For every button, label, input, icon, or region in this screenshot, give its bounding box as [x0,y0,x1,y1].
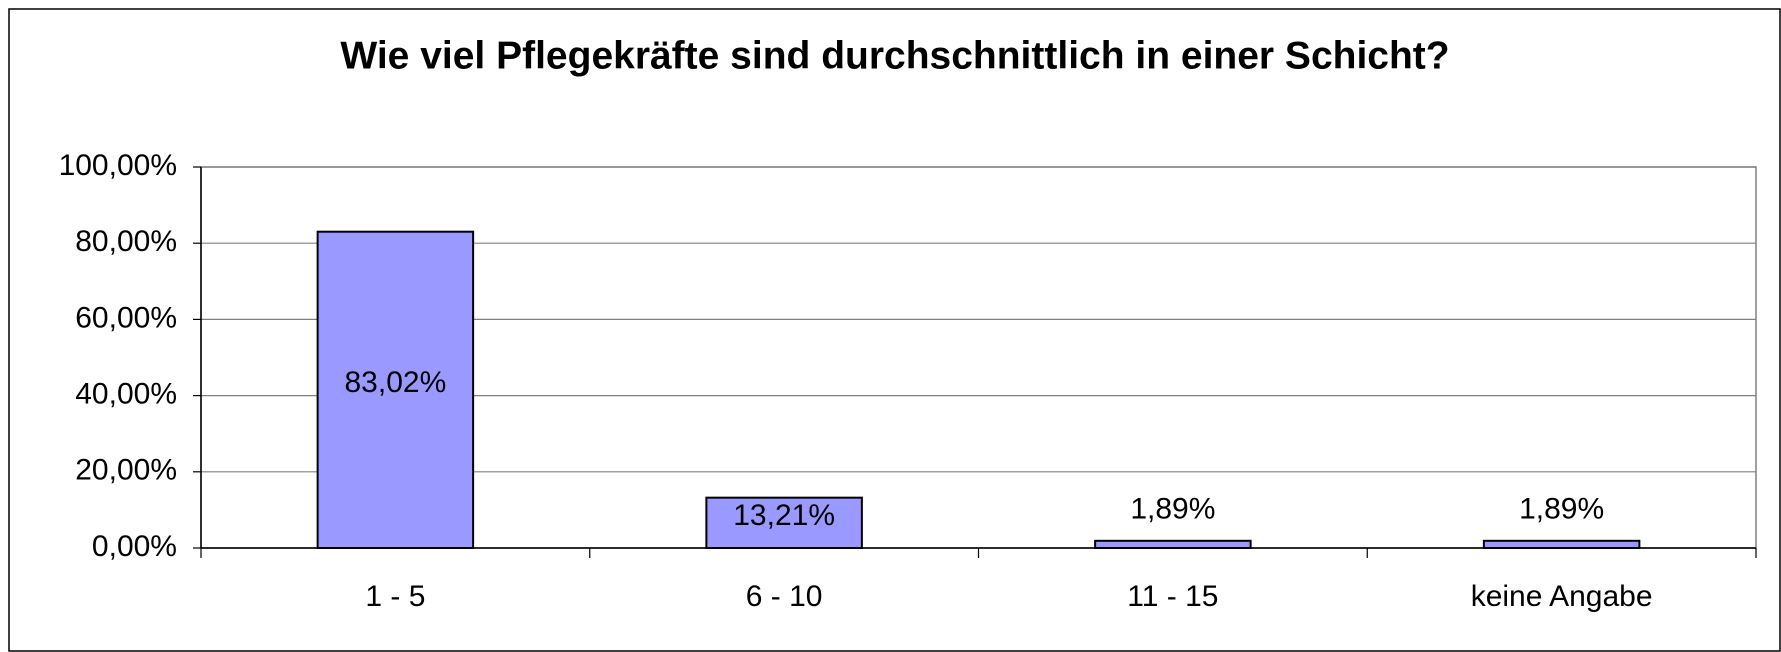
bar [1094,539,1252,549]
y-tick-label: 60,00% [75,301,177,334]
data-label: 1,89% [1130,493,1215,526]
y-tick-label: 20,00% [75,454,177,487]
bar [316,230,475,550]
chart-title: Wie viel Pflegekräfte sind durchschnittl… [340,34,1449,77]
bar [705,496,863,549]
y-tick-label: 40,00% [75,378,177,411]
x-tick-label: 6 - 10 [746,580,823,613]
y-tick-label: 0,00% [92,530,177,563]
data-label: 13,21% [733,499,835,532]
data-label: 1,89% [1519,493,1604,526]
y-tick-label: 80,00% [75,225,177,258]
data-label: 83,02% [345,366,447,399]
x-tick-label: 1 - 5 [365,580,425,613]
y-tick-label: 100,00% [59,149,177,182]
x-tick-label: 11 - 15 [1127,580,1218,613]
x-tick-label: keine Angabe [1471,580,1653,613]
bar [1482,539,1641,549]
